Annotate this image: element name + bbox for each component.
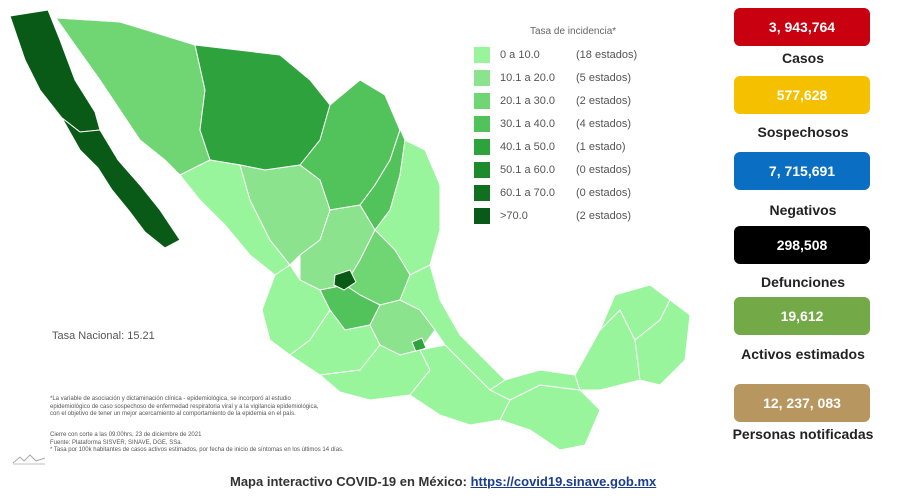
legend-count: (2 estados) — [576, 94, 632, 107]
legend-count: (4 estados) — [576, 117, 632, 130]
legend-swatch — [474, 207, 490, 224]
legend-swatch — [474, 138, 490, 155]
legend-range: >70.0 — [500, 209, 528, 222]
note-line: epidemiológico de caso sospechoso de enf… — [50, 403, 319, 410]
state-chihuahua[interactable] — [194, 44, 331, 171]
notes: *La variable de asociación y dictaminaci… — [50, 396, 410, 419]
state-tabasco[interactable] — [489, 369, 581, 401]
legend-range: 40.1 a 50.0 — [500, 140, 556, 153]
legend-item: 10.1 a 20.0 (5 estados) — [474, 66, 674, 89]
fuente-text: Fuente: Plataforma SISVER, SINAVE, DGE, … — [50, 439, 183, 446]
casos-value-box: 3, 943,764 — [734, 8, 870, 46]
footer-link[interactable]: https://covid19.sinave.gob.mx — [470, 474, 657, 489]
footer: Mapa interactivo COVID-19 en México: htt… — [230, 474, 656, 489]
casos-label: Casos — [781, 50, 825, 66]
personas-value-box: 12, 237, 083 — [734, 384, 870, 422]
mexico-map — [9, 9, 691, 451]
legend-range: 0 a 10.0 — [500, 48, 540, 61]
legend-range: 10.1 a 20.0 — [500, 71, 556, 84]
legend-swatch — [474, 161, 490, 178]
state-baja-california-sur[interactable] — [61, 117, 181, 249]
legend-item: >70.0 (2 estados) — [474, 204, 674, 227]
sospechosos-value-box: 577,628 — [734, 76, 870, 114]
note-line: *La variable de asociación y dictaminaci… — [50, 396, 291, 402]
footer-label: Mapa interactivo COVID-19 en México: — [230, 474, 467, 489]
activos-label: Activos estimados — [741, 346, 865, 362]
tasa-nacional: Tasa Nacional: 15.21 — [52, 330, 155, 342]
legend-item: 50.1 a 60.0 (0 estados) — [474, 158, 674, 181]
legend-item: 30.1 a 40.0 (4 estados) — [474, 112, 674, 135]
legend-items: 0 a 10.0 (18 estados) 10.1 a 20.0 (5 est… — [474, 43, 674, 227]
legend-count: (2 estados) — [576, 209, 632, 222]
legend-range: 50.1 a 60.0 — [500, 163, 556, 176]
legend: Tasa de incidencia* 0 a 10.0 (18 estados… — [474, 26, 674, 227]
note-line: con el objetivo de tener un mejor acerca… — [50, 411, 296, 417]
negativos-label: Negativos — [769, 202, 837, 218]
defunciones-label: Defunciones — [760, 274, 845, 290]
negativos-value-box: 7, 715,691 — [734, 152, 870, 190]
legend-range: 20.1 a 30.0 — [500, 94, 556, 107]
legend-count: (0 estados) — [576, 163, 632, 176]
logo-icon — [12, 454, 46, 465]
legend-count: (1 estado) — [576, 140, 626, 153]
legend-count: (5 estados) — [576, 71, 632, 84]
state-cdmx[interactable] — [411, 337, 427, 353]
state-aguascalientes[interactable] — [333, 269, 357, 291]
legend-swatch — [474, 69, 490, 86]
legend-swatch — [474, 92, 490, 109]
activos-value-box: 19,612 — [734, 297, 870, 335]
legend-swatch — [474, 115, 490, 132]
legend-item: 60.1 a 70.0 (0 estados) — [474, 181, 674, 204]
sospechosos-label: Sospechosos — [757, 124, 849, 140]
legend-item: 40.1 a 50.0 (1 estado) — [474, 135, 674, 158]
tasa-note-text: * Tasa por 100k habitantes de casos acti… — [50, 447, 344, 453]
legend-title: Tasa de incidencia* — [530, 26, 617, 37]
state-quintana-roo[interactable] — [634, 299, 691, 386]
personas-label: Personas notificadas — [732, 426, 874, 442]
legend-swatch — [474, 46, 490, 63]
legend-count: (18 estados) — [576, 48, 638, 61]
legend-range: 30.1 a 40.0 — [500, 117, 556, 130]
legend-item: 20.1 a 30.0 (2 estados) — [474, 89, 674, 112]
source-notes: Cierre con corte a las 09:00hrs, 23 de d… — [50, 432, 430, 455]
legend-count: (0 estados) — [576, 186, 632, 199]
cierre-text: Cierre con corte a las 09:00hrs, 23 de d… — [50, 432, 202, 438]
legend-swatch — [474, 184, 490, 201]
defunciones-value-box: 298,508 — [734, 226, 870, 264]
legend-item: 0 a 10.0 (18 estados) — [474, 43, 674, 66]
legend-range: 60.1 a 70.0 — [500, 186, 556, 199]
